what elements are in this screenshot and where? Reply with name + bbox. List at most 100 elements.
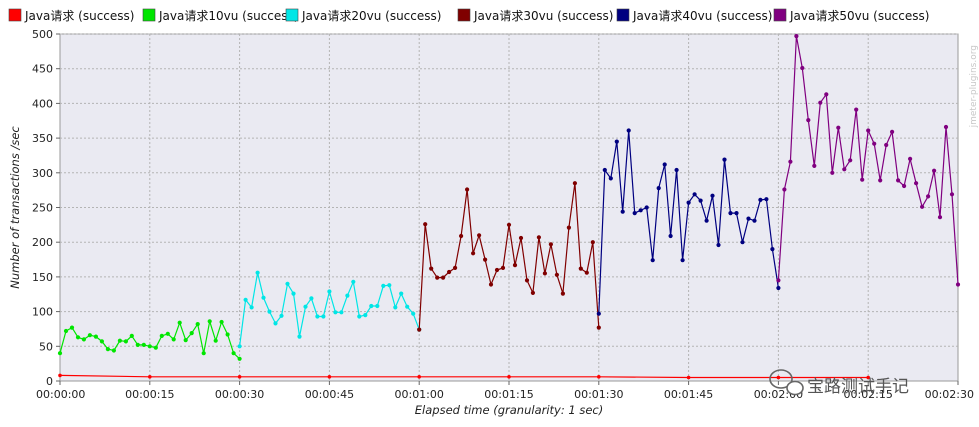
data-point (423, 222, 428, 227)
data-point (429, 266, 434, 271)
data-point (195, 322, 200, 327)
data-point (237, 356, 242, 361)
legend-label: Java请求50vu (success) (789, 9, 929, 23)
data-point (351, 279, 356, 284)
data-point (776, 285, 781, 291)
data-point (716, 242, 721, 248)
data-point (734, 211, 739, 216)
data-point (866, 375, 870, 380)
data-point (141, 342, 146, 347)
data-point (213, 338, 218, 343)
data-point (488, 282, 494, 287)
data-point (357, 314, 362, 319)
data-point (75, 335, 81, 340)
data-point (949, 192, 955, 197)
data-point (237, 344, 242, 349)
x-tick-label: 00:00:00 (36, 388, 85, 401)
data-point (243, 297, 248, 302)
data-point (261, 295, 266, 300)
series-1 (58, 373, 870, 380)
data-point (375, 303, 380, 309)
data-point (674, 167, 679, 173)
data-point (417, 375, 422, 379)
legend-label: Java请求40vu (success) (632, 9, 772, 23)
x-tick-label: 00:00:45 (305, 388, 354, 401)
data-point (381, 283, 386, 288)
data-point (148, 375, 152, 379)
data-point (782, 187, 787, 192)
data-point (728, 211, 733, 216)
x-tick-label: 00:02:30 (925, 388, 974, 401)
data-point (776, 375, 781, 380)
data-point (937, 215, 943, 220)
data-point (752, 218, 757, 223)
data-point (255, 270, 260, 275)
data-point (650, 258, 655, 263)
data-point (231, 351, 236, 356)
data-point (147, 344, 152, 349)
y-tick-label: 400 (32, 97, 53, 110)
data-point (279, 313, 284, 318)
data-point (656, 186, 661, 191)
data-point (471, 251, 476, 256)
watermark-text: jmeter-plugins.org (969, 45, 979, 128)
data-point (686, 375, 691, 380)
data-point (135, 342, 140, 347)
x-tick-label: 00:01:30 (574, 388, 623, 401)
data-point (399, 291, 404, 296)
data-point (303, 304, 308, 309)
data-point (602, 167, 607, 173)
data-point (99, 339, 104, 344)
data-point (369, 303, 374, 309)
data-point (494, 267, 500, 273)
data-point (477, 233, 482, 238)
data-point (758, 197, 763, 202)
data-point (333, 310, 338, 315)
data-point (201, 351, 206, 356)
data-point (704, 218, 709, 223)
y-tick-label: 300 (32, 167, 53, 180)
data-point (453, 265, 458, 270)
data-point (902, 183, 907, 189)
data-point (955, 282, 961, 287)
data-point (69, 325, 75, 330)
data-point (686, 200, 691, 205)
data-point (117, 338, 122, 343)
data-point (237, 375, 242, 379)
data-point (483, 257, 488, 262)
y-tick-label: 350 (32, 132, 53, 145)
data-point (542, 271, 548, 276)
data-point (435, 275, 440, 280)
data-point (854, 107, 859, 112)
data-point (183, 338, 188, 343)
data-point (842, 167, 847, 172)
legend-item: Java请求40vu (success) (616, 8, 772, 23)
legend: Java请求 (success) Java请求10vu (success) Java… (8, 8, 929, 23)
y-tick-label: 0 (46, 375, 53, 388)
data-point (926, 194, 931, 199)
series-5 (596, 128, 781, 316)
data-point (794, 34, 799, 39)
data-point (638, 208, 643, 213)
data-point (345, 293, 350, 298)
data-point (776, 278, 781, 283)
data-point (57, 351, 63, 356)
legend-label: Java请求20vu (success) (301, 9, 441, 23)
data-point (63, 328, 69, 334)
legend-label: Java请求30vu (success) (473, 9, 613, 23)
legend-swatch (142, 8, 156, 22)
wechat-bubble-small (786, 380, 804, 396)
data-point (590, 240, 595, 245)
data-point (530, 290, 536, 295)
series-4 (417, 181, 601, 332)
legend-swatch (773, 8, 787, 22)
data-point (417, 327, 422, 332)
data-point (321, 314, 326, 319)
data-point (572, 181, 578, 186)
series-line (59, 374, 869, 379)
legend-label: Java请求10vu (success) (158, 9, 298, 23)
data-point (171, 337, 176, 342)
data-point (860, 177, 865, 182)
data-point (896, 178, 901, 183)
data-point (710, 193, 715, 198)
